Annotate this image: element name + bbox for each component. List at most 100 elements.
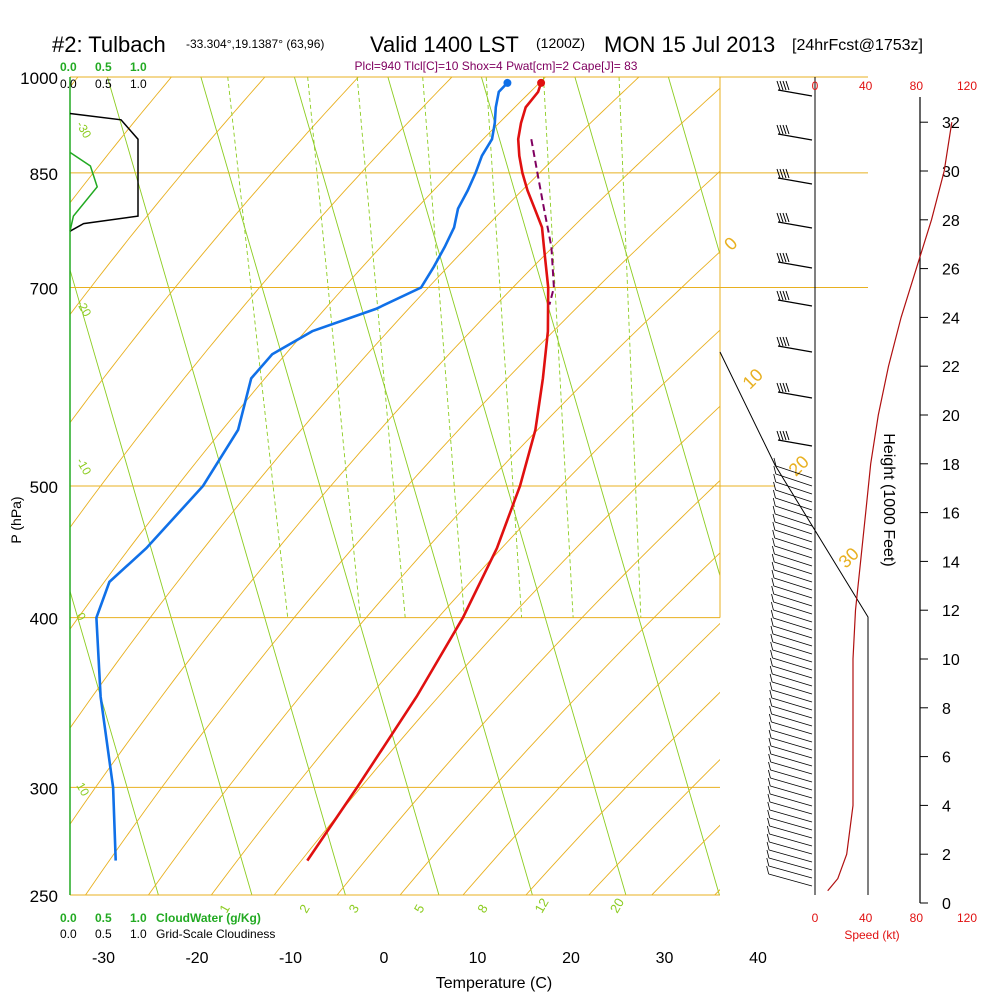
wind-barb-feather [782, 80, 787, 91]
height-tick-label: 22 [942, 359, 960, 376]
height-tick-label: 30 [942, 164, 960, 181]
wind-barb-staff [773, 577, 813, 591]
wind-barb-feather [785, 212, 790, 223]
wind-barb-feather [785, 80, 790, 91]
height-tick-label: 32 [942, 115, 960, 132]
wind-barb-feather [782, 212, 787, 223]
forecast-run: [24hrFcst@1753z] [792, 37, 923, 54]
wind-barb-staff [770, 769, 813, 783]
wind-barb-feather [768, 745, 772, 755]
wind-barb-staff [774, 561, 813, 575]
wind-barb-staff [769, 833, 813, 847]
pressure-tick-label: 850 [30, 165, 58, 184]
wind-barb-feather [782, 430, 787, 441]
dry-adiabat-line [148, 251, 720, 895]
isotherm-line [667, 77, 720, 256]
wind-barb-feather [779, 336, 784, 347]
wind-speed-profile [827, 122, 953, 892]
wind-barb-feather [779, 80, 784, 91]
wind-barb-staff [772, 641, 813, 655]
dry-adiabat-label: 0 [720, 233, 741, 254]
mixing-ratio-line [618, 77, 642, 618]
wind-barb-feather [776, 430, 781, 441]
cloud-water-tick: 0.0 [60, 911, 77, 925]
wind-barbs [766, 80, 813, 887]
wind-barb-feather [771, 569, 775, 579]
temperature-tick-label: 40 [749, 950, 767, 967]
cloudiness-tick: 0.0 [60, 927, 77, 941]
surface-dewpoint-dot [503, 78, 512, 87]
pressure-tick-label: 500 [30, 478, 58, 497]
wind-barb-feather [782, 336, 787, 347]
dry-adiabat-line [70, 77, 172, 204]
wind-barb-feather [769, 689, 773, 699]
wind-barb-staff [770, 761, 813, 775]
mixing-ratio-label: 20 [607, 895, 627, 915]
wind-barb-staff [777, 391, 813, 399]
wind-barb-feather [768, 761, 771, 771]
wind-barb-staff [777, 177, 813, 185]
wind-barb-feather [767, 817, 770, 827]
dry-adiabat-line [903, 77, 1000, 895]
zulu-time: (1200Z) [536, 35, 585, 51]
wind-barb-staff [768, 865, 813, 879]
temperature-tick-label: -30 [92, 950, 115, 967]
wind-barb-feather [771, 561, 775, 571]
wind-barb-feather [772, 529, 776, 539]
wind-barb-feather [773, 473, 777, 483]
wind-barb-feather [773, 489, 776, 499]
wind-barb-staff [768, 849, 813, 863]
wind-barb-staff [773, 609, 813, 623]
wind-barb-staff [769, 801, 813, 815]
wind-barb-staff [774, 537, 813, 551]
height-tick-label: 6 [942, 750, 951, 767]
cloud-water-tick: 0.5 [95, 911, 112, 925]
wind-barb-feather [769, 681, 773, 691]
speed-top-tick: 0 [812, 79, 819, 93]
parcel-path [530, 139, 555, 305]
wind-barb-feather [779, 124, 784, 135]
wind-barb-feather [770, 609, 774, 619]
height-tick-label: 28 [942, 213, 960, 230]
dry-adiabat-line [70, 77, 359, 424]
wind-barb-feather [782, 168, 787, 179]
height-axis-title: Height (1000 Feet) [880, 433, 897, 566]
wind-barb-feather [767, 809, 771, 819]
wind-barb-feather [776, 124, 781, 135]
cloud-water-profile [69, 151, 99, 232]
wind-barb-staff [775, 513, 813, 527]
wind-barb-staff [775, 465, 813, 479]
wind-barb-staff [770, 785, 813, 799]
wind-barb-feather [785, 382, 790, 393]
speed-top-tick: 80 [910, 79, 924, 93]
wind-barb-staff [773, 625, 813, 639]
cloud-water-top-tick: 0.5 [95, 60, 112, 74]
wind-barb-staff [773, 593, 813, 607]
wind-barb-feather [770, 657, 773, 667]
wind-barb-feather [767, 801, 771, 811]
wind-barb-feather [785, 252, 790, 263]
wind-barb-feather [767, 769, 771, 779]
wind-barb-feather [782, 290, 787, 301]
dry-adiabat-label: 30 [835, 544, 863, 572]
station-title: #2: Tulbach [52, 32, 166, 57]
wind-barb-feather [782, 252, 787, 263]
wind-barb-staff [772, 657, 813, 671]
mixing-ratio-label: 5 [411, 902, 428, 916]
wind-barb-feather [776, 290, 781, 301]
wind-barb-staff [777, 299, 813, 307]
isotherm-line [70, 589, 159, 895]
wind-barb-feather [779, 382, 784, 393]
wind-barb-staff [770, 745, 813, 759]
cloud-water-top-tick: 0.0 [60, 60, 77, 74]
wind-barb-feather [766, 857, 770, 867]
isotherm-line [855, 77, 1000, 895]
dry-adiabat-line [70, 77, 546, 630]
wind-barb-feather [773, 465, 777, 475]
dry-adiabat-line [70, 77, 266, 316]
wind-barb-feather [768, 729, 772, 739]
height-tick-label: 16 [942, 506, 960, 523]
mixing-ratio-line [307, 77, 361, 618]
wind-barb-staff [768, 873, 813, 887]
wind-barb-staff [769, 841, 813, 855]
